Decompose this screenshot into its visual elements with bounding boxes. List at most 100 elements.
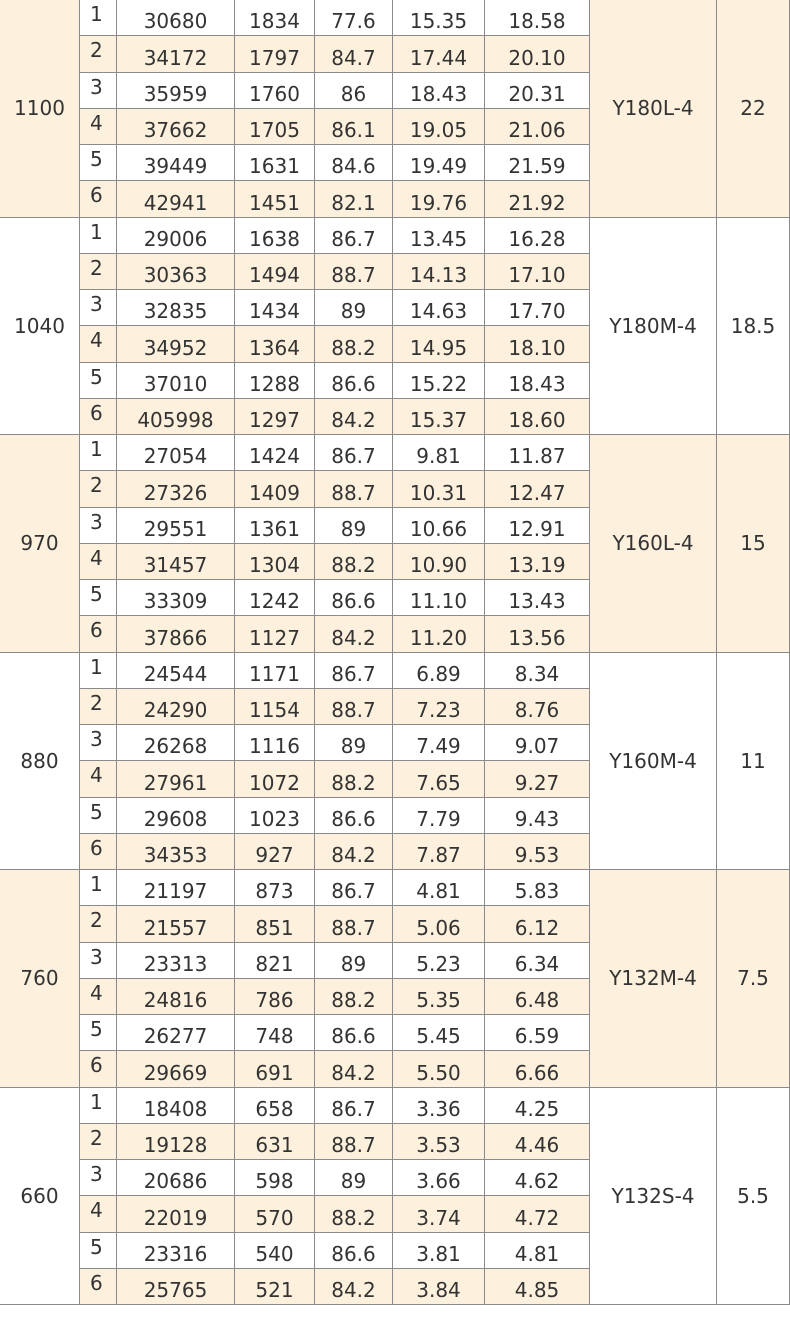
required-power: 18.60	[485, 398, 590, 435]
pressure: 1705	[235, 108, 315, 145]
flow: 21197	[117, 870, 235, 907]
required-power: 17.70	[485, 290, 590, 327]
flow: 26277	[117, 1015, 235, 1052]
flow: 29551	[117, 507, 235, 544]
shaft-power: 11.10	[393, 580, 485, 617]
speed: 1100	[0, 0, 80, 218]
efficiency: 88.2	[315, 543, 393, 580]
shaft-power: 15.22	[393, 362, 485, 399]
motor-model: Y160M-4	[590, 652, 717, 870]
row-no: 5	[80, 797, 117, 834]
shaft-power: 14.13	[393, 253, 485, 290]
row-no: 6	[80, 181, 117, 218]
pressure: 691	[235, 1051, 315, 1088]
efficiency: 77.6	[315, 0, 393, 37]
required-power: 20.31	[485, 72, 590, 109]
flow: 24290	[117, 688, 235, 725]
flow: 27054	[117, 435, 235, 472]
efficiency: 88.7	[315, 1123, 393, 1160]
flow: 26268	[117, 725, 235, 762]
shaft-power: 4.81	[393, 870, 485, 907]
pressure: 1361	[235, 507, 315, 544]
efficiency: 86.7	[315, 1087, 393, 1124]
motor-model: Y132S-4	[590, 1087, 717, 1305]
efficiency: 84.2	[315, 1268, 393, 1305]
speed: 660	[0, 1087, 80, 1305]
shaft-power: 7.23	[393, 688, 485, 725]
efficiency: 88.7	[315, 471, 393, 508]
required-power: 9.27	[485, 761, 590, 798]
shaft-power: 7.49	[393, 725, 485, 762]
shaft-power: 5.50	[393, 1051, 485, 1088]
flow: 30363	[117, 253, 235, 290]
flow: 21557	[117, 906, 235, 943]
shaft-power: 14.95	[393, 326, 485, 363]
shaft-power: 15.37	[393, 398, 485, 435]
flow: 405998	[117, 398, 235, 435]
shaft-power: 18.43	[393, 72, 485, 109]
efficiency: 84.2	[315, 616, 393, 653]
flow: 23313	[117, 942, 235, 979]
motor-power: 7.5	[717, 870, 790, 1088]
row-no: 6	[80, 1051, 117, 1088]
shaft-power: 5.45	[393, 1015, 485, 1052]
efficiency: 84.2	[315, 1051, 393, 1088]
pressure: 1116	[235, 725, 315, 762]
flow: 39449	[117, 145, 235, 182]
flow: 24816	[117, 978, 235, 1015]
speed: 1040	[0, 217, 80, 435]
pressure: 927	[235, 833, 315, 870]
required-power: 5.83	[485, 870, 590, 907]
row-no: 3	[80, 72, 117, 109]
pressure: 540	[235, 1232, 315, 1269]
efficiency: 86.6	[315, 580, 393, 617]
row-no: 6	[80, 1268, 117, 1305]
shaft-power: 7.65	[393, 761, 485, 798]
flow: 37866	[117, 616, 235, 653]
required-power: 21.06	[485, 108, 590, 145]
row-no: 3	[80, 725, 117, 762]
required-power: 20.10	[485, 36, 590, 73]
efficiency: 86.7	[315, 870, 393, 907]
efficiency: 89	[315, 507, 393, 544]
shaft-power: 7.79	[393, 797, 485, 834]
speed: 760	[0, 870, 80, 1088]
shaft-power: 3.84	[393, 1268, 485, 1305]
required-power: 6.59	[485, 1015, 590, 1052]
shaft-power: 3.74	[393, 1196, 485, 1233]
row-no: 3	[80, 290, 117, 327]
shaft-power: 5.06	[393, 906, 485, 943]
pressure: 1171	[235, 652, 315, 689]
required-power: 16.28	[485, 217, 590, 254]
row-no: 1	[80, 0, 117, 37]
flow: 27961	[117, 761, 235, 798]
pressure: 851	[235, 906, 315, 943]
flow: 23316	[117, 1232, 235, 1269]
required-power: 4.62	[485, 1160, 590, 1197]
row-no: 4	[80, 108, 117, 145]
flow: 25765	[117, 1268, 235, 1305]
row-no: 6	[80, 398, 117, 435]
pressure: 1242	[235, 580, 315, 617]
required-power: 13.43	[485, 580, 590, 617]
efficiency: 86.6	[315, 797, 393, 834]
pressure: 821	[235, 942, 315, 979]
row-no: 3	[80, 942, 117, 979]
flow: 22019	[117, 1196, 235, 1233]
flow: 32835	[117, 290, 235, 327]
row-no: 6	[80, 833, 117, 870]
required-power: 4.46	[485, 1123, 590, 1160]
shaft-power: 7.87	[393, 833, 485, 870]
row-no: 1	[80, 217, 117, 254]
pressure: 1797	[235, 36, 315, 73]
motor-model: Y132M-4	[590, 870, 717, 1088]
shaft-power: 3.53	[393, 1123, 485, 1160]
pressure: 631	[235, 1123, 315, 1160]
flow: 19128	[117, 1123, 235, 1160]
pressure: 598	[235, 1160, 315, 1197]
row-no: 2	[80, 1123, 117, 1160]
efficiency: 82.1	[315, 181, 393, 218]
flow: 35959	[117, 72, 235, 109]
required-power: 9.43	[485, 797, 590, 834]
